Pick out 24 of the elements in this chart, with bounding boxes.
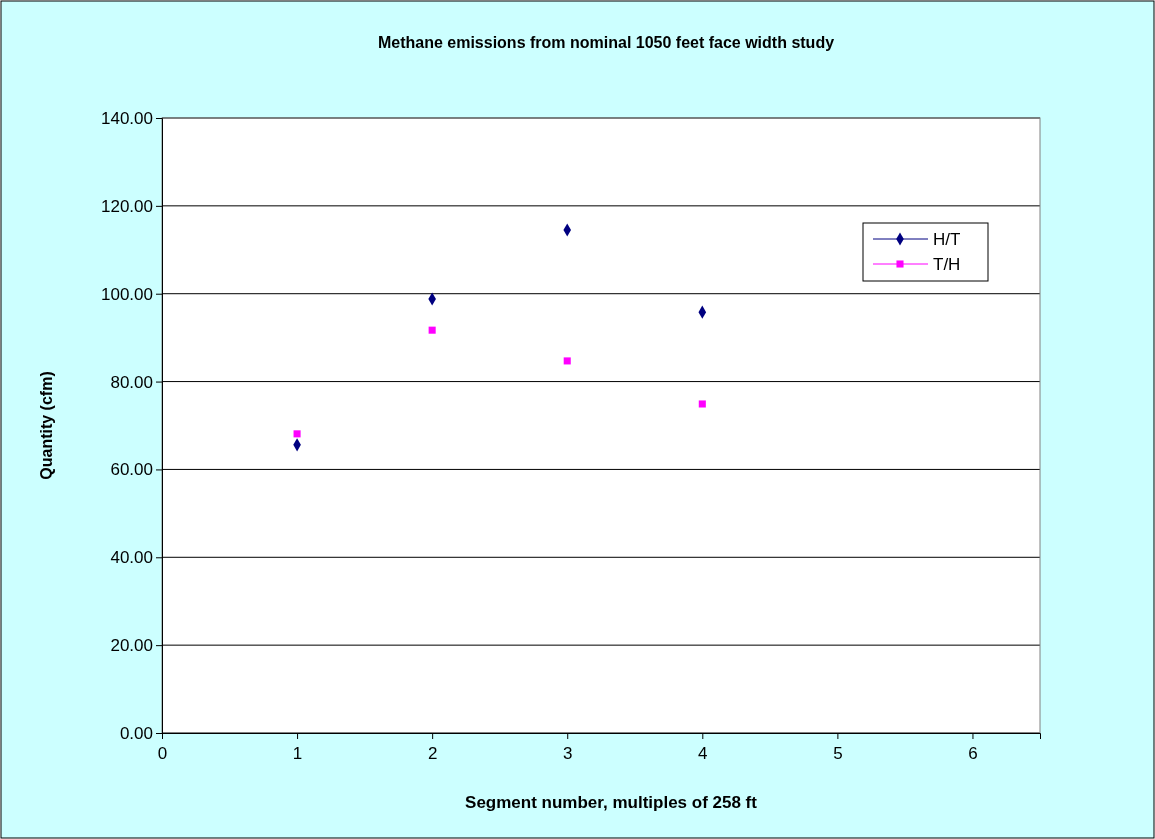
x-tick-label: 4 [698,744,708,763]
x-tick-label: 6 [968,744,978,763]
y-tick-label: 140.00 [101,108,153,128]
x-tick-label: 2 [427,744,438,763]
point [563,357,571,365]
y-tick-label: 20.00 [110,636,153,656]
x-tick-label: 5 [833,744,843,763]
point [428,326,436,334]
point [293,430,301,438]
chart-title: Methane emissions from nominal 1050 feet face width study [377,34,835,51]
legend-label: H/T [933,230,961,249]
y-tick-label: 80.00 [110,372,153,392]
legend-label: T/H [933,255,961,274]
y-tick-label: 60.00 [110,460,153,480]
x-tick-label: 0 [157,744,168,763]
x-axis-title: Segment number, multiples of 258 ft [465,793,758,812]
y-tick-label: 100.00 [101,284,153,304]
point [698,400,706,408]
x-tick-label: 3 [563,744,573,763]
y-tick-label: 40.00 [110,548,153,568]
y-axis-title: Quantity (cfm) [38,371,55,480]
y-tick-label: 0.00 [119,723,153,743]
x-tick-label: 1 [292,744,303,763]
y-tick-label: 120.00 [101,196,153,216]
